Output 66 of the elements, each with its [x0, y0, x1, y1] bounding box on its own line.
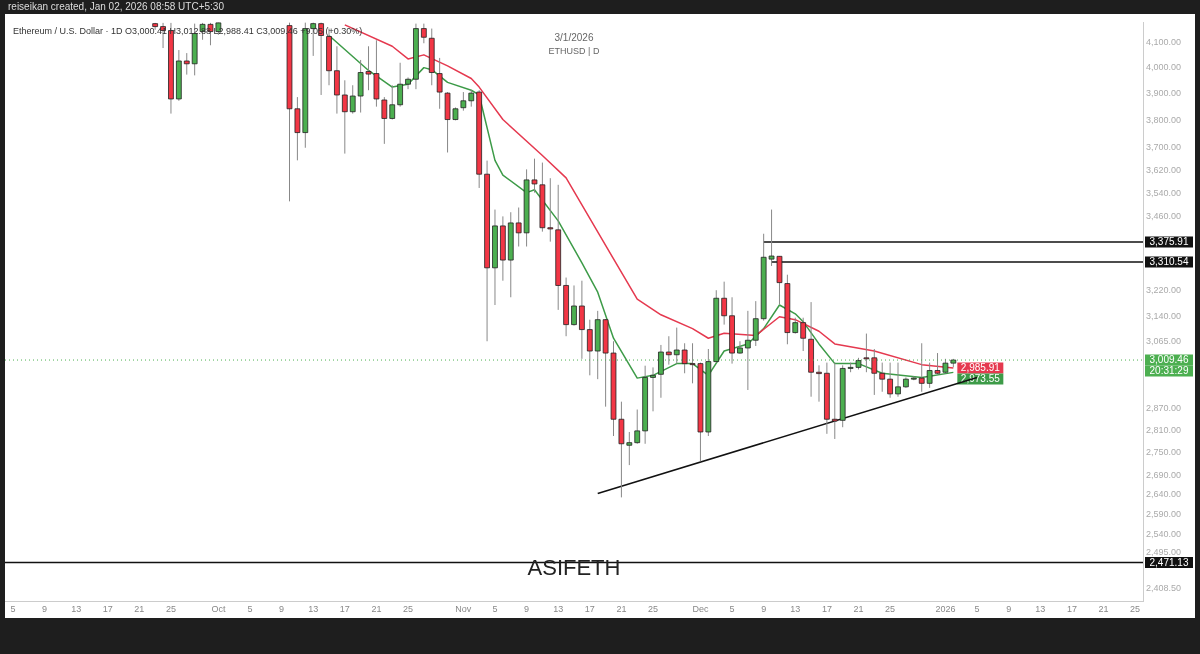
ref-line-label: 2,471.13 [1149, 556, 1189, 568]
x-tick-label: Oct [211, 604, 226, 615]
y-tick-label: 2,810.00 [1146, 425, 1182, 435]
y-tick-label: 3,065.00 [1146, 335, 1182, 346]
x-tick-label: Dec [692, 604, 709, 615]
text: ETHUSD | D [547, 46, 601, 57]
x-tick-label: 17 [821, 604, 832, 615]
annotation: ASIFETH [526, 555, 622, 582]
x-tick-label: 2026 [935, 604, 956, 615]
x-tick-label: 17 [584, 604, 595, 615]
y-tick-label: 3,460.00 [1146, 211, 1182, 222]
y-tick-label: 3,140.00 [1146, 310, 1182, 321]
x-tick-label: 17 [339, 604, 350, 615]
x-tick-label: Nov [455, 604, 472, 615]
x-tick-label: 21 [1098, 604, 1109, 615]
x-tick-label: 5 [974, 604, 980, 615]
x-tick-label: 9 [761, 604, 767, 615]
y-tick-label: 3,800.00 [1146, 114, 1182, 125]
y-tick-label: 4,100.00 [1146, 36, 1182, 47]
x-tick-label: 21 [134, 604, 145, 615]
y-tick-label: 2,590.00 [1146, 508, 1182, 519]
y-tick-label: 3,700.00 [1146, 142, 1182, 153]
data-label: 2,985.91 [960, 362, 1001, 374]
x-tick-label: 21 [616, 604, 627, 615]
x-tick-label: 25 [165, 604, 176, 615]
data-label: 2,973.55 [960, 373, 1001, 385]
y-tick-label: 2,640.00 [1146, 489, 1182, 500]
x-tick-label: 25 [885, 604, 896, 615]
y-tick-label: 2,408.50 [1146, 583, 1182, 594]
x-tick-label: 5 [492, 604, 498, 615]
x-tick-label: 13 [308, 604, 319, 615]
y-tick-label: 2,750.00 [1146, 447, 1182, 458]
ref-line-label: 3,009.46 [1149, 354, 1189, 366]
y-tick-label: 3,540.00 [1146, 187, 1182, 198]
text: reiseikan created, Jan 02, 2026 08:58 UTC+5:30 [8, 0, 224, 14]
candlestick [421, 23, 427, 44]
x-tick-label: 13 [71, 604, 82, 615]
x-tick-label: 9 [42, 604, 48, 615]
y-tick-label: 3,220.00 [1146, 285, 1182, 296]
x-tick-label: 13 [553, 604, 564, 615]
x-tick-label: 25 [1130, 604, 1141, 615]
x-tick-label: 5 [247, 604, 253, 615]
x-tick-label: 13 [790, 604, 801, 615]
x-tick-label: 9 [1006, 604, 1012, 615]
x-tick-label: 5 [10, 604, 16, 615]
data-label: 3,310.54 [1149, 256, 1189, 268]
x-tick-label: 25 [648, 604, 659, 615]
y-tick-label: 2,690.00 [1146, 469, 1182, 480]
x-tick-label: 21 [853, 604, 864, 615]
x-tick-label: 21 [371, 604, 382, 615]
x-tick-label: 17 [102, 604, 113, 615]
text: 20:31:29 [1149, 365, 1189, 377]
y-tick-label: 2,870.00 [1146, 403, 1182, 414]
text: 3/1/2026 [553, 32, 595, 44]
y-tick-label: 4,000.00 [1146, 62, 1182, 73]
x-tick-label: 5 [729, 604, 735, 615]
data-label: 3,375.91 [1149, 236, 1189, 248]
x-tick-label: 9 [279, 604, 285, 615]
y-tick-label: 3,900.00 [1146, 88, 1182, 99]
y-tick-label: 3,620.00 [1146, 164, 1182, 175]
y-tick-label: 2,495.00 [1146, 547, 1182, 558]
x-tick-label: 13 [1035, 604, 1046, 615]
x-tick-label: 17 [1066, 604, 1077, 615]
x-tick-label: 25 [403, 604, 414, 615]
y-tick-label: 2,540.00 [1146, 528, 1182, 539]
x-tick-label: 9 [524, 604, 530, 615]
